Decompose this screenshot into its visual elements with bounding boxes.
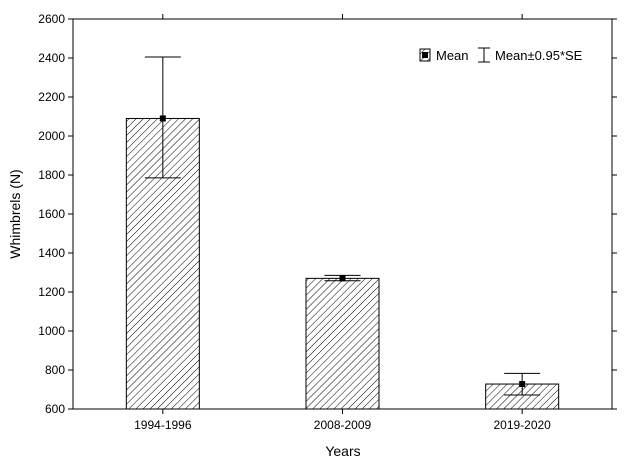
bar <box>305 277 380 410</box>
mean-marker <box>519 381 526 388</box>
y-tick-label: 2200 <box>38 90 65 104</box>
y-tick-label: 1000 <box>38 324 65 338</box>
y-axis: 600 800 1000 1200 1400 1600 1800 2000 2200 2400 26… <box>38 12 617 416</box>
mean-marker <box>339 275 346 282</box>
x-axis-title: Years <box>325 443 360 459</box>
legend-mean-marker <box>422 52 428 58</box>
legend-error-label: Mean±0.95*SE <box>495 48 583 63</box>
y-tick-label: 600 <box>45 402 65 416</box>
legend: Mean Mean±0.95*SE <box>419 47 583 63</box>
y-tick-label: 2000 <box>38 129 65 143</box>
mean-marker <box>159 115 166 122</box>
error-bars-group <box>144 56 541 396</box>
x-tick-label: 2008-2009 <box>314 418 372 432</box>
x-tick-label: 2019-2020 <box>493 418 551 432</box>
legend-error-bar-icon <box>478 47 490 63</box>
x-tick-label: 1994-1996 <box>134 418 192 432</box>
y-tick-label: 1800 <box>38 168 65 182</box>
y-tick-label: 2600 <box>38 12 65 26</box>
y-tick-label: 800 <box>45 363 65 377</box>
y-tick-label: 1600 <box>38 207 65 221</box>
bars-group <box>125 117 560 410</box>
y-tick-label: 1200 <box>38 285 65 299</box>
y-axis-title: Whimbrels (N) <box>7 169 23 258</box>
legend-mean-label: Mean <box>436 48 469 63</box>
x-axis: 1994-1996 2008-2009 2019-2020 <box>134 14 551 432</box>
y-tick-label: 2400 <box>38 51 65 65</box>
y-tick-label: 1400 <box>38 246 65 260</box>
